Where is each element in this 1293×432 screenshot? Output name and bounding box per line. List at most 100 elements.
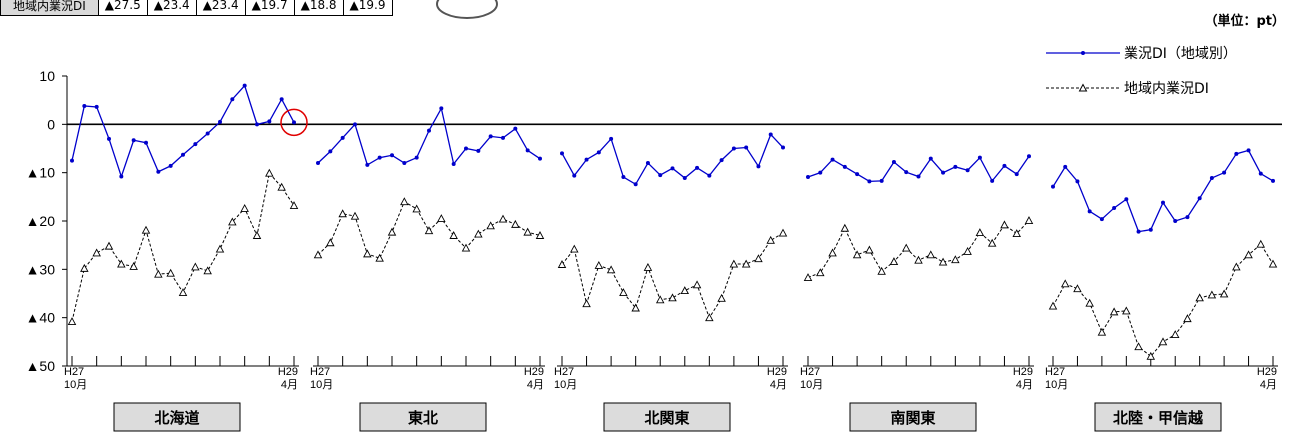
point-regional xyxy=(1185,215,1189,219)
x-label-end: 4月 xyxy=(1016,379,1033,391)
y-tick-label: ▲40 xyxy=(26,310,56,326)
point-intra xyxy=(718,295,725,302)
point-regional xyxy=(1173,219,1177,223)
point-regional xyxy=(119,175,123,179)
point-intra xyxy=(976,229,983,236)
point-intra xyxy=(854,251,861,258)
point-intra xyxy=(339,210,346,217)
point-regional xyxy=(646,161,650,165)
point-regional xyxy=(267,119,271,123)
point-regional xyxy=(867,179,871,183)
y-tick-label: ▲30 xyxy=(26,261,56,277)
point-intra xyxy=(866,247,873,254)
x-label-start: 10月 xyxy=(554,379,577,391)
point-regional xyxy=(144,141,148,145)
point-regional xyxy=(1137,230,1141,234)
series-line-regional xyxy=(562,134,783,184)
point-regional xyxy=(365,163,369,167)
point-regional xyxy=(82,104,86,108)
point-intra xyxy=(524,229,531,236)
point-intra xyxy=(1221,290,1228,297)
point-regional xyxy=(501,136,505,140)
point-regional xyxy=(1161,201,1165,205)
point-regional xyxy=(206,132,210,136)
point-intra xyxy=(266,170,273,177)
point-regional xyxy=(1112,206,1116,210)
point-intra xyxy=(841,225,848,232)
point-regional xyxy=(415,156,419,160)
point-intra xyxy=(878,268,885,275)
point-regional xyxy=(744,146,748,150)
point-regional xyxy=(597,150,601,154)
point-intra xyxy=(241,205,248,212)
point-intra xyxy=(118,261,125,268)
x-label-start: 10月 xyxy=(310,379,333,391)
point-regional xyxy=(1075,179,1079,183)
point-regional xyxy=(427,129,431,133)
point-regional xyxy=(526,148,530,152)
point-regional xyxy=(464,147,468,151)
point-intra xyxy=(1172,331,1179,338)
point-intra xyxy=(1026,217,1033,224)
point-regional xyxy=(990,179,994,183)
point-regional xyxy=(855,172,859,176)
point-regional xyxy=(132,138,136,142)
point-intra xyxy=(1233,263,1240,270)
point-regional xyxy=(402,161,406,165)
point-regional xyxy=(634,182,638,186)
point-intra xyxy=(1270,261,1277,268)
point-regional xyxy=(1027,154,1031,158)
x-label-end: 4月 xyxy=(1260,379,1277,391)
point-regional xyxy=(818,171,822,175)
point-regional xyxy=(1210,176,1214,180)
point-regional xyxy=(720,158,724,162)
point-intra xyxy=(681,287,688,294)
point-intra xyxy=(1062,280,1069,287)
x-label-start: H27 xyxy=(64,366,84,378)
y-tick-label: 10 xyxy=(39,68,55,84)
point-regional xyxy=(572,174,576,178)
point-intra xyxy=(475,231,482,238)
point-intra xyxy=(817,269,824,276)
point-intra xyxy=(254,232,261,239)
point-intra xyxy=(755,255,762,262)
point-intra xyxy=(669,294,676,301)
point-intra xyxy=(1257,241,1264,248)
point-regional xyxy=(880,179,884,183)
y-tick-label: 0 xyxy=(47,116,55,132)
point-regional xyxy=(156,170,160,174)
y-tick-label: ▲10 xyxy=(26,165,56,181)
region-label: 東北 xyxy=(408,409,438,427)
point-regional xyxy=(1149,228,1153,232)
point-regional xyxy=(181,153,185,157)
legend-marker-intra xyxy=(1080,85,1087,92)
point-regional xyxy=(683,176,687,180)
point-intra xyxy=(69,318,76,325)
point-regional xyxy=(781,146,785,150)
point-intra xyxy=(903,245,910,252)
point-regional xyxy=(353,122,357,126)
point-regional xyxy=(732,147,736,151)
point-intra xyxy=(512,221,519,228)
point-regional xyxy=(917,175,921,179)
point-regional xyxy=(929,157,933,161)
point-regional xyxy=(95,105,99,109)
series-line-intra xyxy=(808,221,1029,278)
point-regional xyxy=(280,97,284,101)
point-regional xyxy=(1088,209,1092,213)
series-line-regional xyxy=(72,86,294,177)
point-intra xyxy=(620,289,627,296)
point-intra xyxy=(730,261,737,268)
point-regional xyxy=(341,136,345,140)
x-label-end: H29 xyxy=(278,366,298,378)
series-line-intra xyxy=(72,173,294,321)
point-intra xyxy=(106,243,113,250)
x-label-end: 4月 xyxy=(527,379,544,391)
point-intra xyxy=(413,205,420,212)
point-regional xyxy=(707,174,711,178)
point-intra xyxy=(1184,315,1191,322)
point-intra xyxy=(964,248,971,255)
point-intra xyxy=(1135,343,1142,350)
point-intra xyxy=(1160,338,1167,345)
